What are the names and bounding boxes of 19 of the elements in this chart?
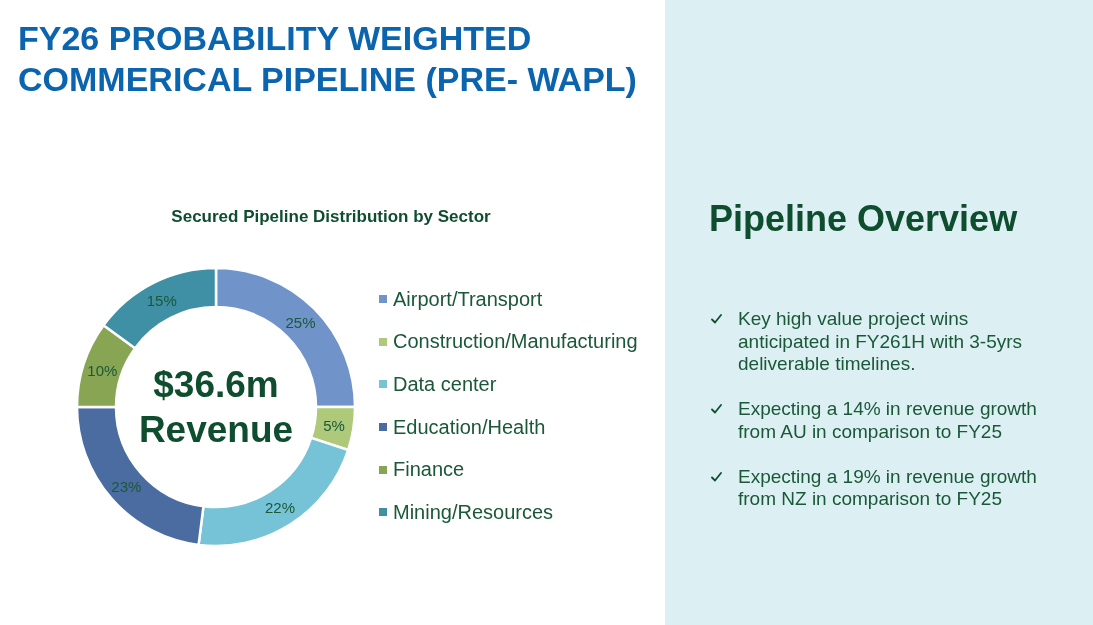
data-label: 10% xyxy=(87,361,118,379)
chart-subtitle: Secured Pipeline Distribution by Sector xyxy=(170,206,492,228)
data-label: 23% xyxy=(111,477,142,495)
data-label: 22% xyxy=(265,499,296,517)
legend-label: Airport/Transport xyxy=(393,287,543,311)
text: Expecting a 14% in revenue growth from AU in comparison to FY25 xyxy=(738,398,1038,443)
text: Pipeline Overview xyxy=(709,197,1018,241)
legend-label: Education/Health xyxy=(393,415,546,439)
chart-title: FY26 PROBABILITY WEIGHTED COMMERICAL PIPELINE (PRE- WAPL) xyxy=(18,18,638,100)
data-label: 5% xyxy=(323,417,345,435)
data-label: 25% xyxy=(285,314,316,331)
text: $36.6m Revenue xyxy=(137,363,295,452)
text: Key high value project wins anticipated in FY261H with 3-5yrs deliverable timelines. xyxy=(738,308,1024,376)
data-label: 15% xyxy=(146,292,177,310)
legend-label: Construction/Manufacturing xyxy=(393,330,638,354)
legend-label: Mining/Resources xyxy=(393,500,554,524)
legend-label: Data center xyxy=(393,372,497,396)
text: Expecting a 19% in revenue growth from NZ in comparison to FY25 xyxy=(738,465,1038,511)
legend-label: Finance xyxy=(393,458,465,482)
